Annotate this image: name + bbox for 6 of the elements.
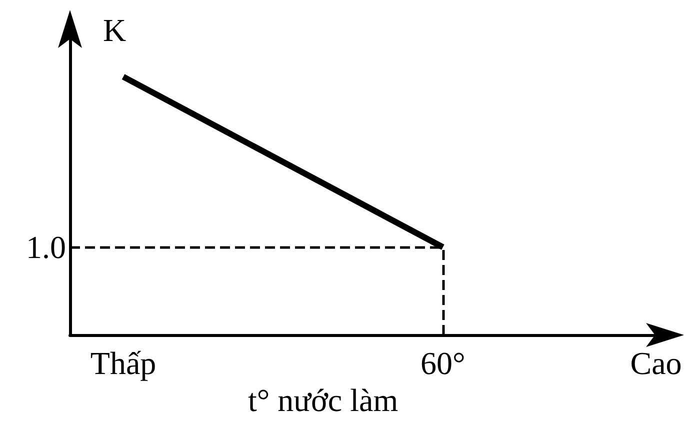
x-axis-title: t° nước làm — [248, 382, 398, 418]
x-tick-label: Thấp — [90, 345, 156, 381]
x-tick-label: 60° — [420, 345, 466, 381]
text: 1.0 — [26, 229, 66, 266]
y-axis-title: K — [103, 12, 126, 48]
x-tick-label: Cao — [630, 345, 682, 381]
